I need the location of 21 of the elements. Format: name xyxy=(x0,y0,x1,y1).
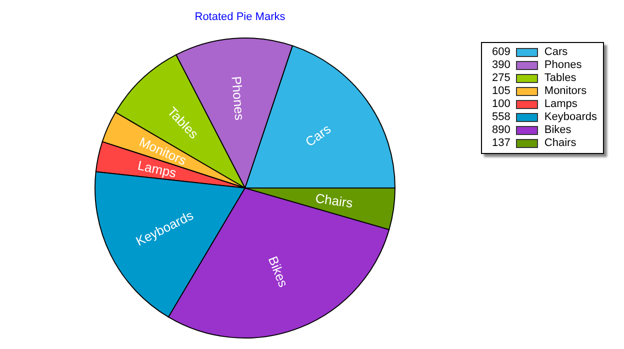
data-label: 137 xyxy=(491,137,510,150)
legend-label: Keyboards xyxy=(544,111,597,124)
legend-label: Chairs xyxy=(544,137,576,150)
data-label: 609 xyxy=(491,46,510,59)
slice-label: Bikes xyxy=(265,254,292,290)
slice-label: Phones xyxy=(228,76,248,122)
legend-label: Cars xyxy=(544,46,568,59)
data-label: 390 xyxy=(491,59,510,72)
chart-title: Rotated Pie Marks xyxy=(194,11,286,23)
data-label: 105 xyxy=(491,85,510,98)
data-label: 890 xyxy=(491,124,510,137)
data-label: 558 xyxy=(491,111,510,124)
legend-label: Monitors xyxy=(544,85,587,98)
data-label: 275 xyxy=(491,72,510,85)
slice-label: Chairs xyxy=(314,190,354,211)
legend-label: Bikes xyxy=(544,124,572,137)
legend-label: Lamps xyxy=(544,98,578,111)
slice-label: Cars xyxy=(302,120,334,150)
legend-label: Phones xyxy=(544,59,582,72)
legend-label: Tables xyxy=(544,72,576,85)
data-label: 100 xyxy=(491,98,510,111)
